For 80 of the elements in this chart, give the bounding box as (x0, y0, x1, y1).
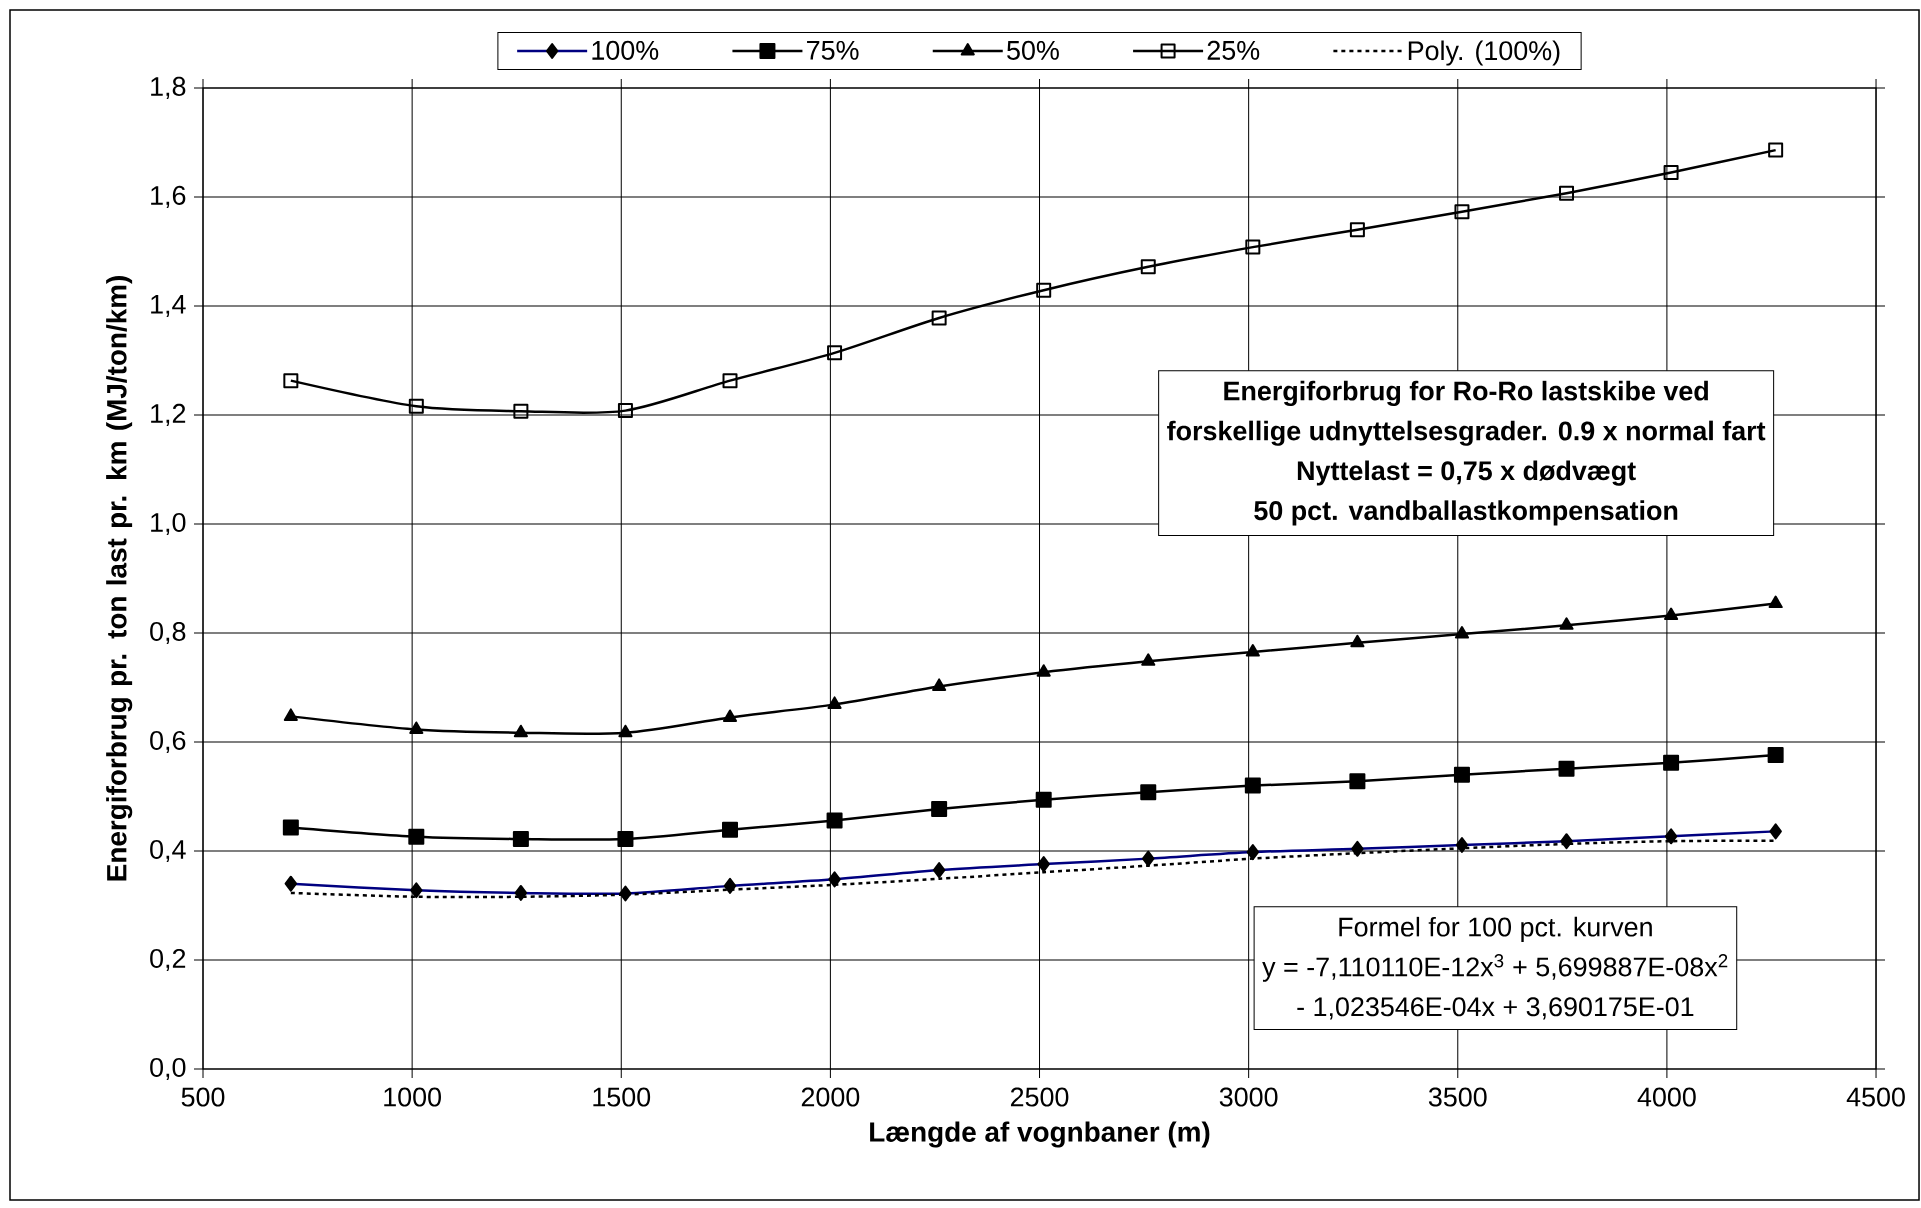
point (1559, 185, 1575, 201)
point (1036, 282, 1052, 298)
x-tick-label: 3000 (1219, 1087, 1278, 1107)
point (1663, 164, 1679, 180)
point (283, 708, 298, 721)
point (619, 885, 632, 902)
point (513, 403, 529, 419)
point (827, 345, 843, 361)
point (283, 373, 299, 389)
annotation: Formel for 100 pct. kurven (1339, 916, 1652, 942)
point (722, 373, 738, 389)
legend-label: 50% (1007, 40, 1059, 60)
point (1767, 747, 1784, 764)
point (1140, 259, 1156, 275)
point (1349, 222, 1365, 238)
x-tick-label: 1000 (384, 1087, 441, 1107)
legend-label: 25% (1207, 40, 1260, 60)
x-tick-label: 500 (181, 1087, 225, 1107)
y-tick-label: 0,2 (150, 948, 186, 972)
point (1664, 607, 1679, 621)
point (409, 721, 424, 734)
point (1036, 664, 1051, 677)
x-tick-label: 4000 (1637, 1087, 1696, 1107)
annotation: Nyttelast = 0,75 x dødvægt (1297, 460, 1636, 486)
point (1768, 142, 1784, 158)
y-tick-label: 1,0 (151, 512, 186, 536)
point (617, 403, 633, 419)
point (1141, 653, 1156, 666)
annotation: forskellige udnyttelsesgrader. 0.9 x normal fart (1167, 420, 1766, 446)
legend-label: 75% (807, 40, 859, 60)
x-tick-label: 3500 (1428, 1087, 1487, 1107)
x-tick-label: 2000 (801, 1087, 860, 1107)
point (1768, 595, 1783, 609)
point (1453, 766, 1470, 783)
point (617, 831, 634, 847)
annotation: y = -7,110110E-12x$^{3}$ + 5,699887E-08x$^{2}$ (1262, 954, 1728, 982)
point (931, 310, 947, 326)
y-tick-label: 0,6 (150, 730, 186, 754)
x-axis-title: Længde af vognbaner (m) (870, 1121, 1210, 1148)
point (513, 724, 528, 738)
y-tick-label: 0,4 (150, 839, 186, 863)
point (1245, 239, 1261, 255)
point (1140, 784, 1157, 801)
y-tick-label: 0,0 (150, 1057, 186, 1081)
point (282, 819, 299, 836)
point (722, 709, 738, 722)
y-tick-label: 1,6 (151, 185, 186, 209)
point (1560, 833, 1573, 850)
point (512, 831, 529, 847)
annotation: Energiforbrug for Ro-Ro lastskibe ved (1224, 380, 1708, 407)
point (1559, 617, 1574, 630)
y-axis-title: Energiforbrug pr. ton last pr. km (MJ/ton/km) (106, 276, 133, 881)
point (1245, 644, 1260, 657)
point (408, 398, 424, 414)
annotation: - 1,023546E-04x + 3,690175E-01 (1297, 997, 1694, 1020)
point (408, 828, 425, 845)
point (1350, 634, 1365, 648)
point (932, 678, 947, 691)
point (1663, 754, 1680, 771)
point (1454, 626, 1470, 639)
y-tick-label: 1,8 (151, 76, 186, 100)
point (1244, 777, 1261, 794)
x-tick-label: 1500 (593, 1087, 651, 1107)
point (1035, 791, 1052, 808)
x-tick-label: 2500 (1010, 1087, 1069, 1107)
legend-label: Poly. (100%) (1408, 40, 1560, 66)
legend-label: 100% (592, 40, 659, 60)
point (1349, 773, 1366, 790)
y-tick-label: 1,2 (151, 403, 186, 427)
annotation: 50 pct. vandballastkompensation (1254, 500, 1678, 526)
point (1558, 760, 1575, 777)
point (722, 821, 739, 838)
point (931, 801, 948, 818)
point (1454, 204, 1470, 220)
point (827, 696, 842, 709)
y-tick-label: 1,4 (151, 295, 186, 317)
point (826, 812, 843, 829)
y-tick-label: 0,8 (150, 621, 186, 645)
x-tick-label: 4500 (1846, 1087, 1905, 1107)
point (618, 724, 633, 738)
